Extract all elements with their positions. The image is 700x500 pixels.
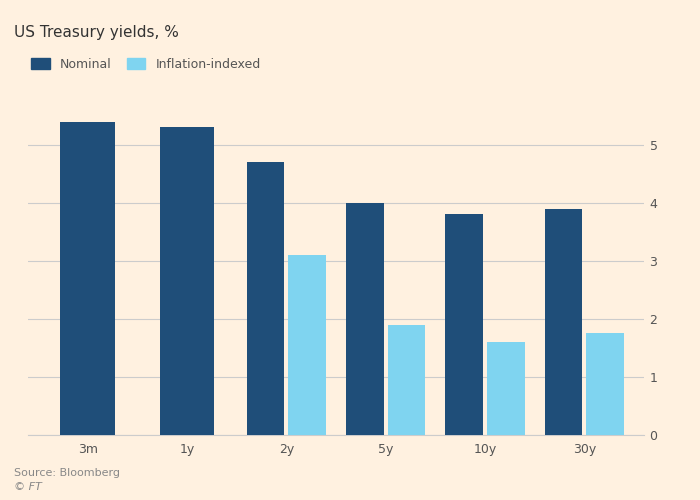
Bar (160, 128, 214, 435)
Bar (545, 208, 582, 435)
Bar (60, 122, 115, 435)
Text: US Treasury yields, %: US Treasury yields, % (14, 25, 179, 40)
Bar (445, 214, 483, 435)
Bar (346, 203, 384, 435)
Bar (587, 334, 624, 435)
Bar (246, 162, 284, 435)
Text: Source: Bloomberg: Source: Bloomberg (14, 468, 120, 477)
Bar (288, 255, 326, 435)
Bar (388, 324, 426, 435)
Legend: Nominal, Inflation-indexed: Nominal, Inflation-indexed (32, 58, 260, 70)
Bar (487, 342, 525, 435)
Text: © FT: © FT (14, 482, 42, 492)
